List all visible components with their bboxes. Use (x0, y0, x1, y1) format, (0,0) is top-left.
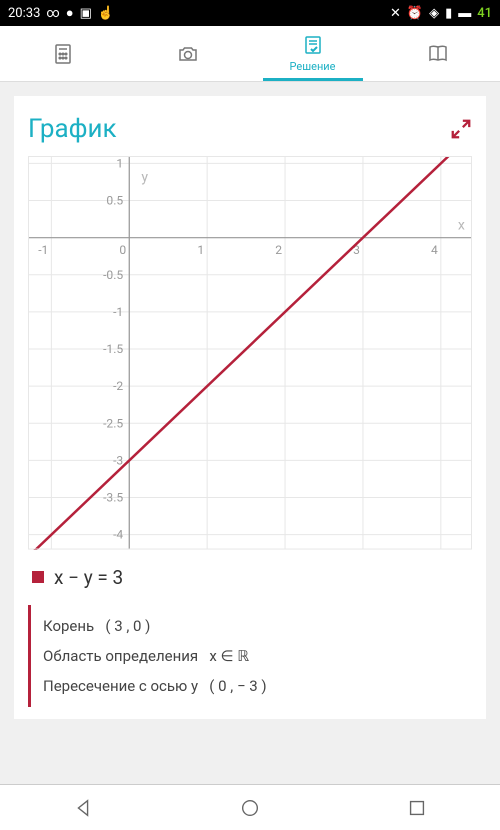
back-icon[interactable] (72, 797, 94, 819)
info-root-label: Корень (43, 617, 94, 635)
svg-text:4: 4 (431, 243, 438, 257)
equation-row: x − y = 3 (28, 554, 472, 599)
tab-book[interactable] (375, 26, 500, 81)
card-title: График (28, 114, 117, 144)
home-icon[interactable] (239, 797, 261, 819)
info-domain: Область определения x ∈ ℝ (43, 641, 472, 671)
recent-icon[interactable] (406, 797, 428, 819)
status-signal-icon: ▮ (445, 6, 452, 21)
svg-text:1: 1 (197, 243, 204, 257)
equation-text: x − y = 3 (54, 566, 123, 589)
status-wifi-icon: ◈ (429, 6, 439, 21)
graph-card: График -101234-4-3.5-3-2.5-2-1.5-1-0.50.… (14, 96, 486, 719)
status-right: ✕ ⏰ ◈ ▮ ▬ 41 (390, 5, 492, 21)
svg-text:-1: -1 (113, 305, 123, 319)
svg-text:-1: -1 (38, 243, 48, 257)
svg-text:-3: -3 (113, 453, 123, 467)
svg-text:1: 1 (116, 156, 123, 170)
svg-text:-1.5: -1.5 (103, 342, 123, 356)
status-left: 20:33 ∞ ● ▣ ☝ (8, 5, 114, 21)
equation-marker (32, 571, 44, 583)
info-block: Корень ( 3 , 0 ) Область определения x ∈… (28, 605, 472, 707)
status-image-icon: ▣ (80, 6, 92, 21)
tab-solution-label: Решение (290, 60, 336, 73)
tab-bar: Решение (0, 26, 500, 82)
svg-text:-3.5: -3.5 (103, 491, 123, 505)
status-infinity-icon: ∞ (46, 6, 59, 21)
tab-solution[interactable]: Решение (250, 26, 375, 81)
solution-icon (301, 34, 325, 58)
calculator-icon (51, 42, 75, 66)
status-time: 20:33 (8, 6, 40, 21)
info-domain-label: Область определения (43, 647, 198, 665)
svg-text:-4: -4 (113, 528, 123, 542)
content-area: График -101234-4-3.5-3-2.5-2-1.5-1-0.50.… (0, 82, 500, 733)
status-battery-pct: 41 (477, 6, 492, 21)
svg-text:-2.5: -2.5 (103, 416, 123, 430)
status-mute-icon: ✕ (390, 6, 401, 21)
expand-icon[interactable] (450, 118, 472, 140)
status-bar: 20:33 ∞ ● ▣ ☝ ✕ ⏰ ◈ ▮ ▬ 41 (0, 0, 500, 26)
svg-text:-2: -2 (113, 379, 123, 393)
svg-text:x: x (458, 218, 465, 234)
book-icon (426, 42, 450, 66)
android-nav-bar (0, 784, 500, 830)
status-alarm-icon: ⏰ (407, 6, 423, 21)
status-battery-icon: ▬ (458, 5, 471, 21)
svg-text:y: y (141, 170, 148, 186)
svg-text:0: 0 (119, 243, 126, 257)
tab-camera[interactable] (125, 26, 250, 81)
tab-calculator[interactable] (0, 26, 125, 81)
card-header: График (28, 114, 472, 144)
info-yint: Пересечение с осью y ( 0 , − 3 ) (43, 671, 472, 701)
svg-text:2: 2 (275, 243, 282, 257)
svg-text:-0.5: -0.5 (103, 268, 123, 282)
info-yint-value: ( 0 , − 3 ) (209, 677, 266, 695)
info-root-value: ( 3 , 0 ) (105, 617, 150, 635)
svg-text:0.5: 0.5 (106, 194, 123, 208)
info-root: Корень ( 3 , 0 ) (43, 611, 472, 641)
status-chat-icon: ● (66, 5, 74, 21)
chart: -101234-4-3.5-3-2.5-2-1.5-1-0.50.51yx (28, 156, 472, 550)
info-domain-value: x ∈ ℝ (209, 647, 249, 665)
status-touch-icon: ☝ (98, 6, 114, 21)
camera-icon (176, 42, 200, 66)
info-yint-label: Пересечение с осью y (43, 677, 198, 695)
